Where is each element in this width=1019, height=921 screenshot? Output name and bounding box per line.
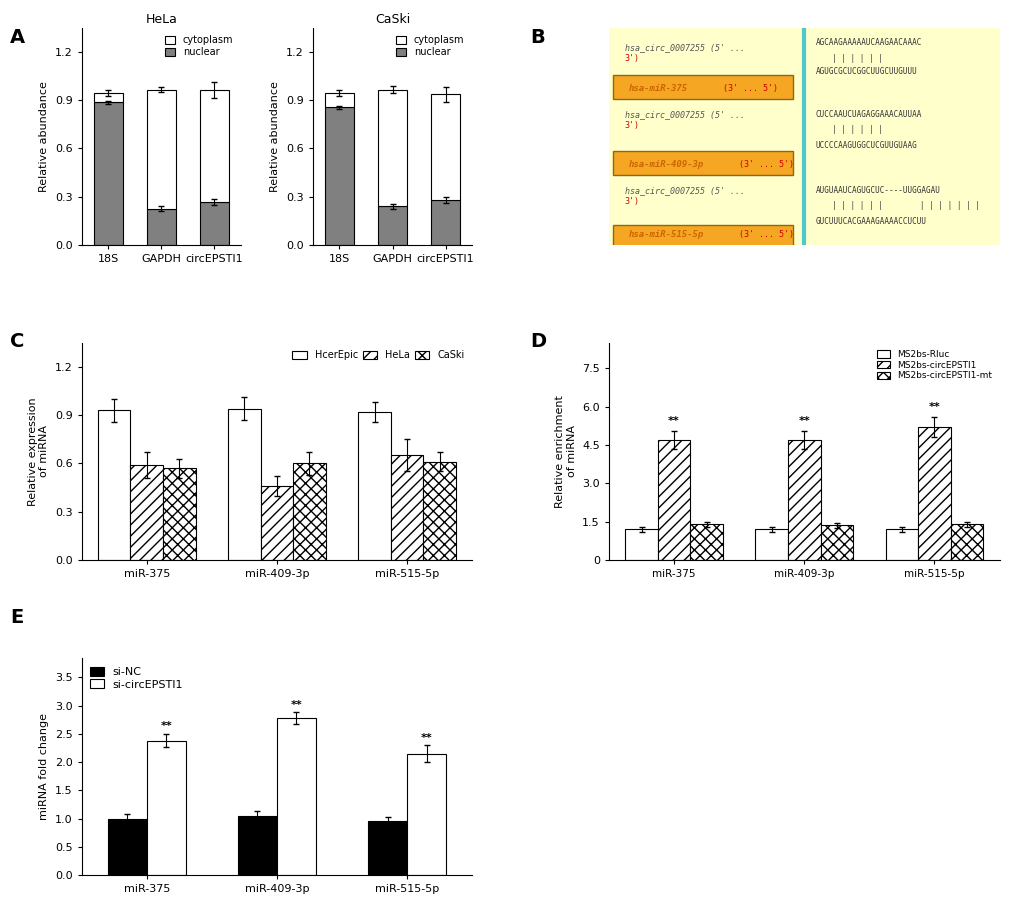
Bar	[690, 524, 722, 560]
Text: E: E	[10, 608, 23, 627]
Y-axis label: Relative abundance: Relative abundance	[270, 81, 280, 192]
Text: hsa_circ_0007255 (5' ...: hsa_circ_0007255 (5' ...	[624, 43, 744, 52]
Text: GUCUUUCACGAAAGAAAACCUCUU: GUCUUUCACGAAAGAAAACCUCUU	[815, 216, 926, 226]
Text: **: **	[160, 721, 172, 731]
Text: 3'): 3')	[624, 121, 639, 130]
Text: 3'): 3')	[624, 197, 639, 206]
Bar	[358, 412, 390, 560]
Y-axis label: Relative expression
of miRNA: Relative expression of miRNA	[28, 397, 49, 506]
Bar	[431, 200, 460, 245]
Text: | | | | | |: | | | | | |	[830, 53, 881, 63]
Text: **: **	[421, 732, 432, 742]
Bar	[819, 525, 852, 560]
Y-axis label: Relative enrichment
of miRNA: Relative enrichment of miRNA	[554, 395, 576, 507]
Text: CUCCAAUCUAGAGGAAACAUUAA: CUCCAAUCUAGAGGAAACAUUAA	[815, 111, 921, 119]
Legend: si-NC, si-circEPSTI1: si-NC, si-circEPSTI1	[87, 663, 186, 693]
Text: AGUGCGCUCGGCUUGCUUGUUU: AGUGCGCUCGGCUUGCUUGUUU	[815, 66, 917, 76]
Text: A: A	[10, 28, 25, 47]
Y-axis label: Relative abundance: Relative abundance	[39, 81, 49, 192]
Text: | | | | | |        | | | | | | |: | | | | | | | | | | | | |	[830, 202, 978, 210]
Bar	[276, 718, 316, 875]
Bar	[200, 203, 229, 245]
Bar	[94, 102, 122, 245]
Bar	[377, 206, 407, 245]
Bar	[950, 524, 982, 560]
Bar	[292, 463, 325, 560]
Text: **: **	[798, 416, 809, 426]
FancyBboxPatch shape	[608, 28, 999, 245]
Text: 3'): 3')	[624, 53, 639, 63]
Bar	[98, 410, 130, 560]
Text: **: **	[667, 416, 680, 426]
Bar	[377, 89, 407, 206]
Text: C: C	[10, 332, 24, 351]
FancyBboxPatch shape	[612, 151, 792, 175]
Text: hsa-miR-515-5p: hsa-miR-515-5p	[628, 229, 703, 239]
Text: B: B	[530, 28, 544, 47]
Bar	[147, 740, 185, 875]
Bar	[147, 209, 175, 245]
Text: **: **	[290, 700, 302, 710]
Bar	[324, 107, 354, 245]
Bar	[261, 486, 292, 560]
Text: hsa_circ_0007255 (5' ...: hsa_circ_0007255 (5' ...	[624, 111, 744, 119]
Bar	[431, 95, 460, 200]
Text: AUGUAAUCAGUGCUC----UUGGAGAU: AUGUAAUCAGUGCUC----UUGGAGAU	[815, 186, 940, 195]
Text: UCCCCAAGUGGCUCGUUGUAAG: UCCCCAAGUGGCUCGUUGUAAG	[815, 141, 917, 149]
Title: HeLa: HeLa	[146, 14, 177, 27]
Bar	[657, 440, 690, 560]
Bar	[917, 427, 950, 560]
Bar	[228, 409, 261, 560]
FancyBboxPatch shape	[612, 76, 792, 99]
Legend: HcerEpic, HeLa, CaSki: HcerEpic, HeLa, CaSki	[289, 347, 467, 364]
Text: | | | | | |: | | | | | |	[830, 125, 881, 134]
Bar	[423, 461, 455, 560]
Legend: MS2bs-Rluc, MS2bs-circEPSTI1, MS2bs-circEPSTI1-mt: MS2bs-Rluc, MS2bs-circEPSTI1, MS2bs-circ…	[873, 347, 995, 383]
Text: (3' ... 5'): (3' ... 5')	[734, 160, 793, 169]
Bar	[755, 530, 788, 560]
Legend: cytoplasm, nuclear: cytoplasm, nuclear	[162, 32, 236, 60]
Text: (3' ... 5'): (3' ... 5')	[717, 84, 777, 93]
Bar	[163, 468, 196, 560]
Bar	[200, 89, 229, 203]
Legend: cytoplasm, nuclear: cytoplasm, nuclear	[393, 32, 467, 60]
Text: hsa-miR-409-3p: hsa-miR-409-3p	[628, 160, 703, 169]
Bar	[390, 455, 423, 560]
Bar	[147, 89, 175, 209]
Bar	[324, 93, 354, 107]
Text: AGCAAGAAAAAUCAAGAACAAAC: AGCAAGAAAAAUCAAGAACAAAC	[815, 39, 921, 48]
Bar	[788, 440, 819, 560]
Text: **: **	[927, 402, 940, 413]
Y-axis label: miRNA fold change: miRNA fold change	[39, 713, 49, 820]
Bar	[94, 93, 122, 102]
FancyBboxPatch shape	[612, 226, 792, 250]
Bar	[625, 530, 657, 560]
Bar	[237, 816, 276, 875]
Bar	[108, 819, 147, 875]
Text: hsa-miR-375: hsa-miR-375	[628, 84, 687, 93]
FancyBboxPatch shape	[608, 28, 804, 245]
Title: CaSki: CaSki	[375, 14, 410, 27]
Text: hsa_circ_0007255 (5' ...: hsa_circ_0007255 (5' ...	[624, 186, 744, 195]
Text: D: D	[530, 332, 546, 351]
Bar	[368, 822, 407, 875]
Bar	[130, 465, 163, 560]
Bar	[407, 753, 445, 875]
Bar	[884, 530, 917, 560]
Text: (3' ... 5'): (3' ... 5')	[734, 229, 793, 239]
